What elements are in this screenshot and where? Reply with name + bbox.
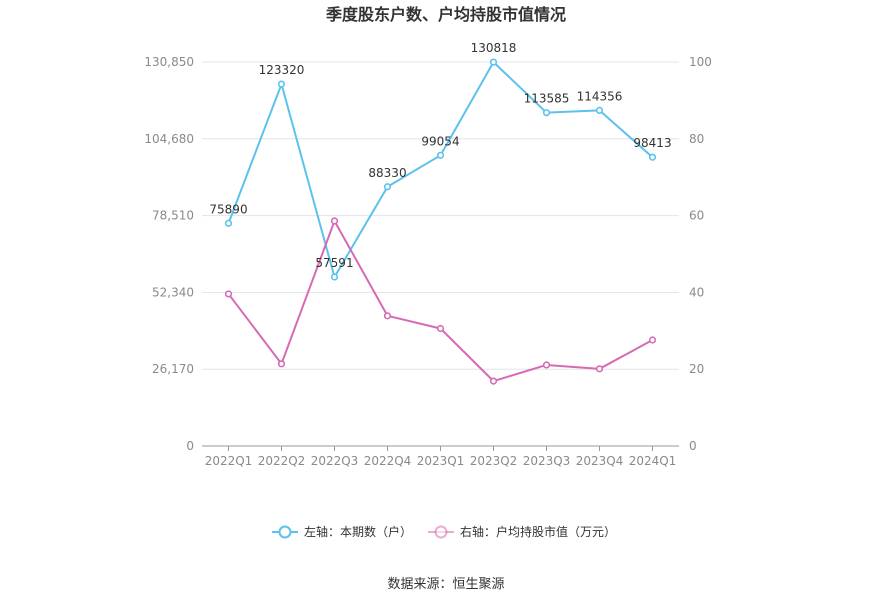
x-tick-label: 2023Q3 xyxy=(523,454,571,468)
data-label: 75890 xyxy=(209,202,247,216)
data-point-0[interactable] xyxy=(436,151,445,159)
data-point-1[interactable] xyxy=(436,324,445,333)
legend[interactable]: 左轴：本期数（户） 右轴：户均持股市值（万元） xyxy=(272,524,616,539)
data-point-1[interactable] xyxy=(330,217,339,225)
y-left-tick-label: 104,680 xyxy=(144,132,194,146)
data-point-0[interactable] xyxy=(383,183,392,191)
legend-marker xyxy=(434,525,448,539)
axes: 0 26,170 52,340 78,510 104,680 130,850 0 20 40 60… xyxy=(144,55,712,468)
data-labels: 75890 123320 57591 88330 99054 130818 113585 11… xyxy=(209,41,671,270)
x-tick-label: 2023Q1 xyxy=(417,454,465,468)
y-right-tick-label: 0 xyxy=(689,439,697,453)
data-label: 88330 xyxy=(368,166,406,180)
data-source: 数据来源：恒生聚源 xyxy=(387,577,504,592)
y-left-tick-label: 0 xyxy=(186,439,194,453)
data-point-0[interactable] xyxy=(595,106,604,115)
data-point-1[interactable] xyxy=(648,336,657,344)
x-tick-label: 2022Q3 xyxy=(311,454,359,468)
y-left-tick-label: 52,340 xyxy=(152,285,194,299)
chart-title: 季度股东户数、户均持股市值情况 xyxy=(325,5,566,24)
x-tick-label: 2022Q2 xyxy=(258,454,306,468)
legend-item-label[interactable]: 左轴：本期数（户） xyxy=(304,524,412,539)
series-layer xyxy=(224,58,657,385)
legend-marker xyxy=(278,525,292,539)
x-tick-label: 2022Q4 xyxy=(364,454,412,468)
y-right-tick-label: 40 xyxy=(689,285,704,299)
data-point-1[interactable] xyxy=(224,290,233,298)
data-label: 123320 xyxy=(259,63,305,77)
data-point-0[interactable] xyxy=(542,109,551,117)
data-point-0[interactable] xyxy=(224,219,233,227)
data-label: 113585 xyxy=(524,92,570,106)
data-point-1[interactable] xyxy=(383,312,392,320)
data-point-0[interactable] xyxy=(277,80,286,88)
data-point-1[interactable] xyxy=(542,361,551,369)
series-line-1 xyxy=(227,219,653,383)
y-right-tick-label: 100 xyxy=(689,55,712,69)
y-right-tick-label: 20 xyxy=(689,362,704,376)
y-right-tick-label: 80 xyxy=(689,132,704,146)
data-label: 130818 xyxy=(471,41,517,55)
legend-item-label[interactable]: 右轴：户均持股市值（万元） xyxy=(460,524,616,539)
data-label: 57591 xyxy=(315,256,353,270)
x-tick-label: 2022Q1 xyxy=(205,454,253,468)
data-label: 98413 xyxy=(633,136,671,150)
x-tick-label: 2023Q4 xyxy=(576,454,624,468)
data-label: 99054 xyxy=(421,134,459,148)
data-point-1[interactable] xyxy=(277,360,286,368)
data-label: 114356 xyxy=(577,89,623,103)
data-point-0[interactable] xyxy=(489,58,498,66)
y-left-tick-label: 130,850 xyxy=(144,55,194,69)
x-tick-label: 2023Q2 xyxy=(470,454,518,468)
data-point-0[interactable] xyxy=(330,273,339,281)
y-right-tick-label: 60 xyxy=(689,209,704,223)
data-point-1[interactable] xyxy=(595,365,604,373)
x-tick-label: 2024Q1 xyxy=(629,454,677,468)
y-left-tick-label: 26,170 xyxy=(152,362,194,376)
data-point-0[interactable] xyxy=(648,153,657,161)
grid-lines xyxy=(202,61,679,370)
y-left-tick-label: 78,510 xyxy=(152,209,194,223)
data-point-1[interactable] xyxy=(489,377,498,385)
